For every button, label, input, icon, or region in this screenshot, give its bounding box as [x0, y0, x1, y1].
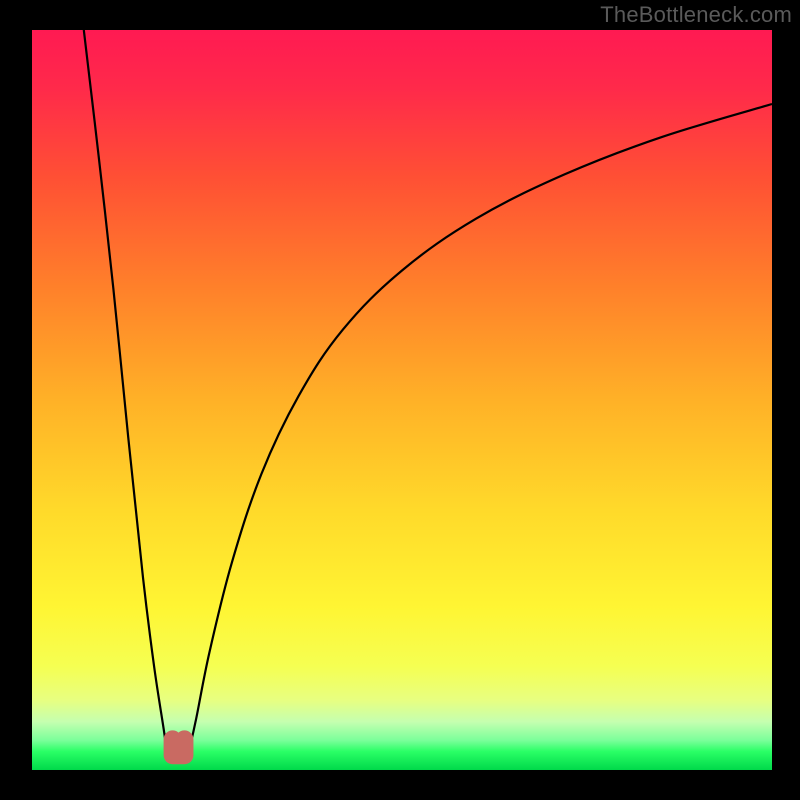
plot-background-gradient: [32, 30, 772, 770]
chart-container: TheBottleneck.com { "watermark": "TheBot…: [0, 0, 800, 800]
bottleneck-chart: [0, 0, 800, 800]
watermark-text: TheBottleneck.com: [600, 2, 792, 28]
bottom-mark: [173, 739, 185, 755]
